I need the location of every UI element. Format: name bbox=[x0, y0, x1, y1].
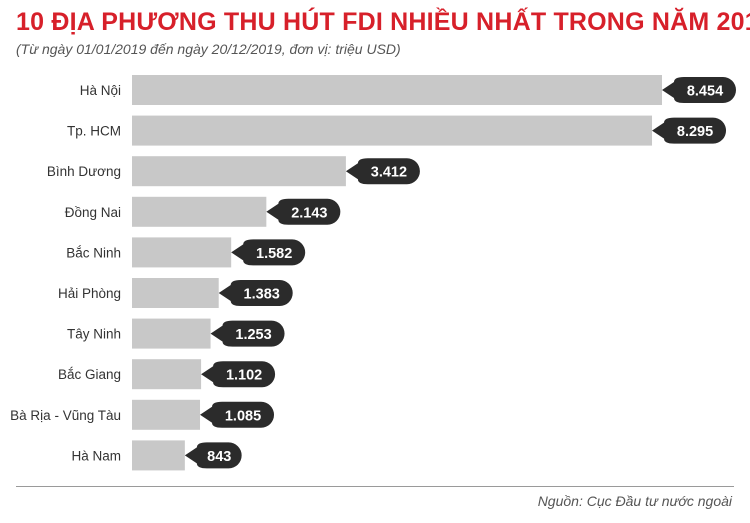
source-divider bbox=[16, 486, 734, 487]
bar bbox=[132, 156, 346, 187]
value-bubble bbox=[184, 442, 242, 469]
value-bubble bbox=[266, 198, 341, 225]
bar bbox=[132, 440, 185, 471]
chart-subtitle: (Từ ngày 01/01/2019 đến ngày 20/12/2019,… bbox=[16, 41, 401, 57]
value-label: 8.295 bbox=[677, 124, 713, 140]
category-label: Tp. HCM bbox=[67, 124, 121, 139]
value-label: 1.085 bbox=[225, 408, 261, 424]
bar bbox=[132, 399, 201, 430]
category-label: Bà Rịa - Vũng Tàu bbox=[10, 408, 121, 423]
value-bubble bbox=[218, 280, 293, 306]
bar bbox=[132, 75, 662, 105]
chart-title: 10 ĐỊA PHƯƠNG THU HÚT FDI NHIỀU NHẤT TRO… bbox=[16, 8, 750, 36]
category-label: Bắc Ninh bbox=[66, 245, 121, 260]
value-label: 3.412 bbox=[371, 165, 407, 181]
value-bubble bbox=[231, 239, 306, 266]
value-label: 843 bbox=[207, 449, 231, 465]
value-label: 1.102 bbox=[226, 368, 262, 384]
category-label: Hà Nội bbox=[80, 83, 121, 98]
bar bbox=[132, 196, 267, 227]
category-label: Bắc Giang bbox=[58, 367, 121, 382]
value-label: 1.383 bbox=[244, 287, 280, 303]
value-bubble bbox=[200, 401, 275, 428]
category-label: Bình Dương bbox=[47, 164, 121, 179]
bar bbox=[132, 278, 219, 308]
value-bubble bbox=[210, 320, 285, 347]
source-note: Nguồn: Cục Đầu tư nước ngoài bbox=[537, 493, 732, 509]
bar bbox=[132, 359, 202, 390]
value-label: 1.582 bbox=[256, 246, 292, 262]
bar bbox=[132, 237, 232, 268]
value-label: 8.454 bbox=[687, 84, 723, 100]
value-bubble bbox=[201, 361, 276, 388]
value-label: 1.253 bbox=[235, 327, 271, 343]
value-bubble bbox=[345, 158, 420, 185]
value-bubble bbox=[662, 77, 736, 103]
category-label: Tây Ninh bbox=[67, 327, 121, 342]
value-bubble bbox=[652, 117, 727, 144]
bar bbox=[132, 115, 653, 146]
category-label: Đồng Nai bbox=[65, 205, 121, 220]
bar bbox=[132, 318, 211, 349]
category-label: Hải Phòng bbox=[58, 286, 121, 301]
value-label: 2.143 bbox=[291, 205, 327, 221]
bar-chart: Hà Nội 8.454 Tp. HCM 8.295 Bình Dương 3.412 Đồ… bbox=[10, 75, 736, 471]
category-label: Hà Nam bbox=[71, 448, 121, 463]
